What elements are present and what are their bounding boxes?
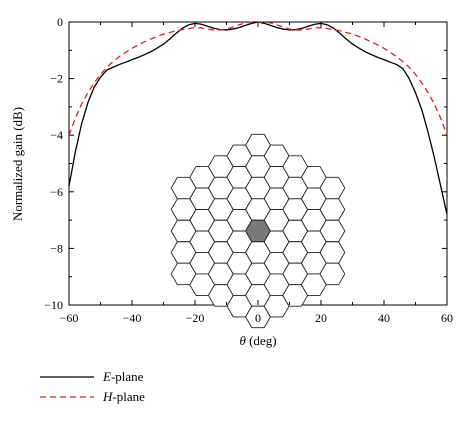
y-tick-label: −8 xyxy=(50,241,63,255)
axes: −60 −40 −20 0 20 40 60 0 −2 −4 −6 −8 −10 xyxy=(44,15,453,325)
y-tick-label: −2 xyxy=(50,72,63,86)
x-tick-label: 40 xyxy=(378,311,390,325)
x-tick-label: −60 xyxy=(60,311,79,325)
x-tick-label: −20 xyxy=(186,311,205,325)
legend-label-h-plane: H-plane xyxy=(102,389,145,404)
h-plane-series-line xyxy=(68,21,448,136)
x-axis-unit: (deg) xyxy=(246,333,277,348)
y-axis-label: Normalized gain (dB) xyxy=(10,107,25,221)
x-tick-label: 0 xyxy=(255,311,261,325)
y-tick-label: −10 xyxy=(44,298,63,312)
y-tick-label: −6 xyxy=(50,185,63,199)
legend-label-e-plane: E-plane xyxy=(102,369,144,384)
x-tick-label: 20 xyxy=(315,311,327,325)
x-tick-label: −40 xyxy=(123,311,142,325)
x-axis-label: θ (deg) xyxy=(239,333,276,348)
legend: E-plane H-plane xyxy=(40,369,145,404)
hex-cell xyxy=(319,262,346,286)
hexagonal-array-inset xyxy=(170,133,346,329)
y-tick-label: 0 xyxy=(57,15,63,29)
x-axis-symbol: θ xyxy=(239,333,246,348)
x-tick-label: 60 xyxy=(441,311,453,325)
y-tick-label: −4 xyxy=(50,128,63,142)
